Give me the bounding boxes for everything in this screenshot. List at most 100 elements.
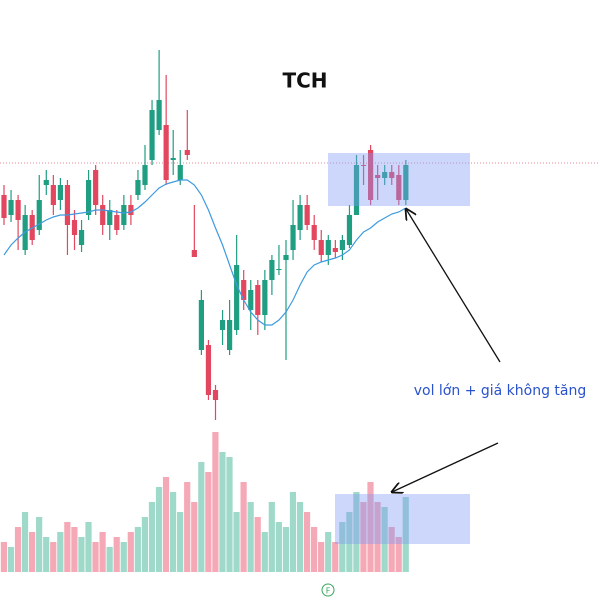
marker-label: F xyxy=(326,587,331,596)
candle-body xyxy=(156,100,162,130)
candle-body xyxy=(100,205,106,225)
candle-body xyxy=(304,205,310,225)
volume-bar xyxy=(141,517,148,572)
volume-bar xyxy=(325,532,332,572)
volume-bar xyxy=(205,472,212,572)
candle-body xyxy=(290,225,296,250)
volume-bar xyxy=(311,527,318,572)
candle-body xyxy=(389,172,395,178)
volume-bar xyxy=(148,502,156,572)
moving-average xyxy=(3,179,407,326)
volume-bar xyxy=(381,507,388,572)
candle-body xyxy=(50,185,56,205)
volume-bar xyxy=(85,522,92,572)
volume-bar xyxy=(296,502,304,572)
volume-bar xyxy=(120,542,127,572)
volume-bar xyxy=(339,522,346,572)
candle-body xyxy=(219,320,226,330)
volume-bar xyxy=(388,527,395,572)
candle-body xyxy=(241,280,247,300)
candle-body xyxy=(198,300,204,350)
volume-bar xyxy=(268,502,275,572)
annotation: vol lớn + giá không tăng xyxy=(414,383,587,399)
plot xyxy=(0,50,600,572)
volume-bar xyxy=(247,502,254,572)
candle-body xyxy=(107,210,113,225)
volume-bar xyxy=(402,497,409,572)
candle-body xyxy=(262,280,268,315)
volume-bar xyxy=(14,527,22,572)
candle-body xyxy=(375,175,381,178)
candle-body xyxy=(177,165,183,180)
volume-bar xyxy=(92,542,99,572)
candle-body xyxy=(227,320,233,350)
volume-bar xyxy=(184,482,191,572)
highlight-volume xyxy=(335,494,470,544)
volume-bar xyxy=(170,492,177,572)
volume-bar xyxy=(254,517,261,572)
volume-bar xyxy=(240,482,247,572)
candle-body xyxy=(325,240,331,255)
candle-body xyxy=(368,150,374,200)
volume-bar xyxy=(374,502,381,572)
candle-body xyxy=(318,240,324,255)
candle-body xyxy=(64,185,71,225)
candle-body xyxy=(283,255,289,260)
volume-bar xyxy=(282,527,289,572)
candle-body xyxy=(170,158,176,160)
volume-bar xyxy=(395,537,402,572)
candle-body xyxy=(396,175,402,200)
candle-body xyxy=(93,170,99,205)
volume-bar xyxy=(318,542,325,572)
volume-bar xyxy=(360,502,367,572)
marker xyxy=(321,583,335,597)
candle-body xyxy=(248,290,254,310)
candle-body xyxy=(128,205,134,215)
volume-bar xyxy=(57,532,64,572)
volume-bar xyxy=(219,452,226,572)
candle-body xyxy=(149,110,155,160)
volume-bar xyxy=(155,487,163,572)
arrow xyxy=(392,442,499,492)
candle-body xyxy=(332,248,338,252)
candle-body xyxy=(78,230,85,245)
volume-bar xyxy=(275,522,282,572)
candle-body xyxy=(382,172,388,178)
volume-bar xyxy=(21,512,29,572)
volume-bar xyxy=(29,532,36,572)
candle-body xyxy=(57,185,63,200)
candle-body xyxy=(142,165,148,185)
volume-bar xyxy=(303,512,311,572)
candle-body xyxy=(276,269,282,270)
volume-bar xyxy=(127,532,134,572)
volume-bar xyxy=(71,527,78,572)
highlight-price xyxy=(328,153,470,206)
candle-body xyxy=(114,215,120,230)
volume-bar xyxy=(162,477,170,572)
volume-bar xyxy=(261,532,268,572)
volume-bar xyxy=(99,532,106,572)
candle-body xyxy=(212,390,219,400)
volume-bar xyxy=(332,542,339,572)
candle-body xyxy=(135,180,141,195)
volume-bar xyxy=(191,502,198,572)
candle-body xyxy=(163,125,169,180)
candle-body xyxy=(339,240,345,250)
volume-bar xyxy=(113,537,120,572)
candle-body xyxy=(234,265,240,330)
candle-body xyxy=(360,165,367,166)
candle-body xyxy=(346,215,353,245)
volume-bar xyxy=(50,542,57,572)
volume-bar xyxy=(106,547,113,572)
candle-body xyxy=(8,200,14,215)
volume-bar xyxy=(177,512,184,572)
candle-body xyxy=(121,205,127,225)
chart-title: TCH xyxy=(282,69,327,93)
candle-body xyxy=(403,165,409,200)
candle-body xyxy=(255,285,261,315)
volume-bar xyxy=(233,512,240,572)
volume-bar xyxy=(367,482,374,572)
volume-bar xyxy=(198,462,205,572)
candle-body xyxy=(269,260,275,280)
volume-bar xyxy=(43,537,50,572)
